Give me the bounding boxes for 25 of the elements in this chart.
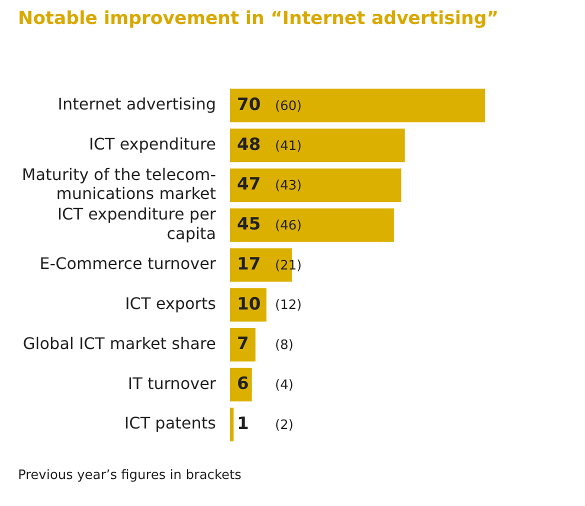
text: Previous year’s figures in brackets bbox=[18, 468, 242, 483]
bar bbox=[230, 128, 405, 162]
data-label: 48 (41) bbox=[237, 134, 302, 155]
text: 6 (4) bbox=[237, 374, 294, 394]
bar bbox=[230, 208, 394, 242]
text: 7 (8) bbox=[237, 334, 294, 354]
text: 1 (2) bbox=[237, 414, 294, 434]
y-tick-label: Internet advertising bbox=[58, 94, 216, 114]
y-tick-label: ICT expenditure bbox=[88, 134, 216, 154]
bar bbox=[230, 328, 256, 362]
bar bbox=[230, 168, 402, 202]
data-label: 45 (46) bbox=[237, 214, 302, 235]
y-tick-label: ICT expenditure per capita bbox=[57, 204, 216, 243]
y-tick-label: IT turnover bbox=[128, 374, 216, 393]
y-tick-label: E-Commerce turnover bbox=[40, 254, 216, 274]
y-tick-label: Global ICT market share bbox=[22, 334, 216, 353]
y-tick-label: Maturity of the telecom-munications market bbox=[22, 164, 216, 204]
chart-title: Notable improvement in “Internet advertising” bbox=[18, 8, 500, 31]
data-label: 70 (60) bbox=[237, 94, 302, 115]
data-label: 10 (12) bbox=[237, 294, 302, 314]
bar bbox=[230, 408, 234, 442]
bar bbox=[230, 88, 485, 122]
y-tick-label: ICT exports bbox=[125, 294, 216, 314]
data-label: 47 (43) bbox=[237, 174, 302, 195]
y-tick-label: ICT patents bbox=[124, 414, 216, 433]
